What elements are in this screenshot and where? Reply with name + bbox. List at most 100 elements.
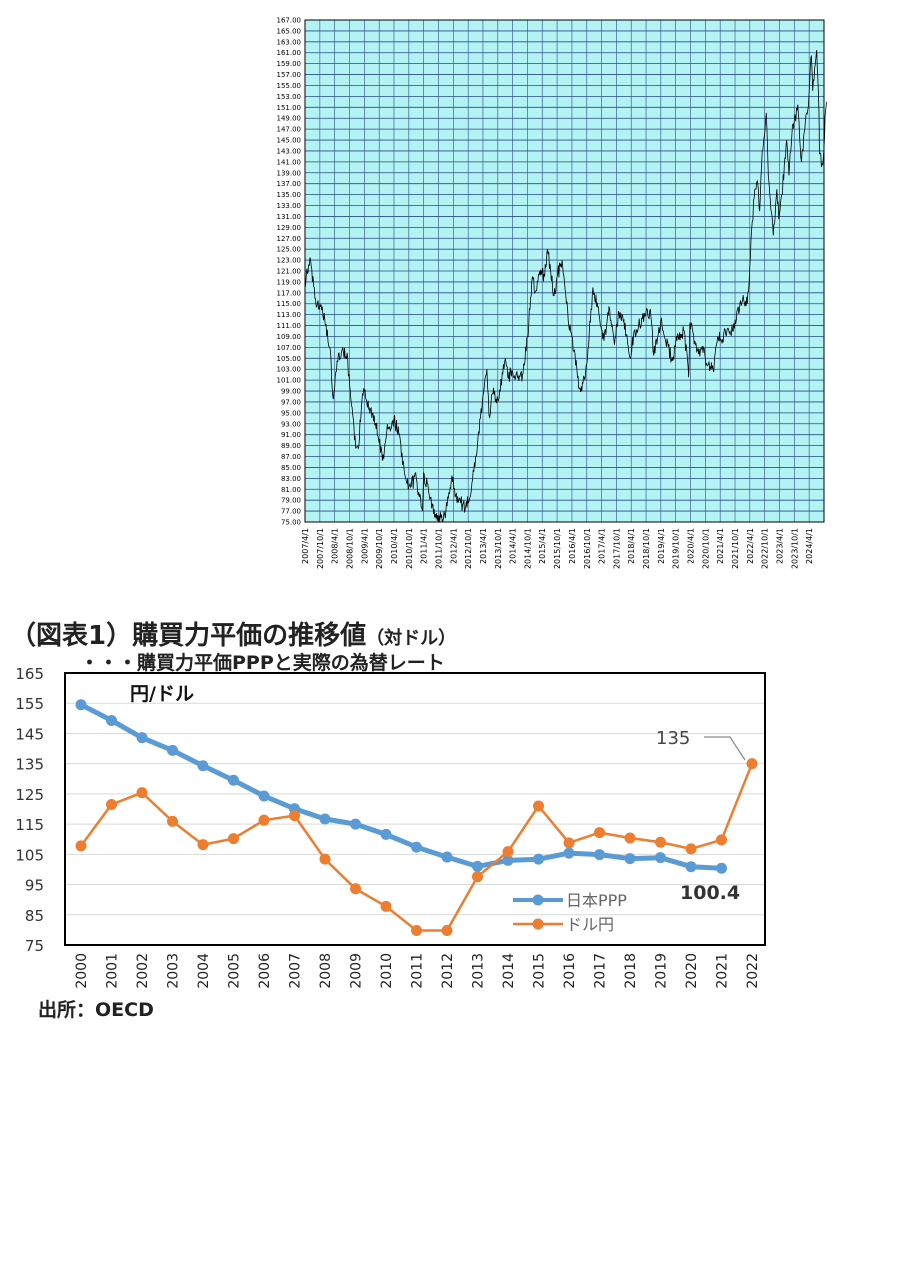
y-tick-label: 121.00 xyxy=(277,268,302,276)
usdjpy-point xyxy=(106,798,117,810)
ppp-point xyxy=(106,714,117,726)
x-tick-label: 2007/10/1 xyxy=(316,528,325,569)
x-tick-label: 2022 xyxy=(745,953,761,989)
ppp-point xyxy=(258,790,270,802)
x-tick-label: 2021 xyxy=(715,953,731,989)
y-tick-label: 101.00 xyxy=(277,377,302,385)
x-tick-label: 2001 xyxy=(105,953,121,989)
ppp-point xyxy=(441,851,453,863)
usdjpy-point xyxy=(624,832,636,844)
y-tick-label: 97.00 xyxy=(281,398,301,406)
y-tick-label: 109.00 xyxy=(277,333,302,341)
ppp-point xyxy=(350,818,361,830)
x-tick-label: 2016 xyxy=(562,953,578,989)
ppp-series-line xyxy=(79,702,722,871)
x-tick-label: 2014 xyxy=(501,953,517,989)
y-tick-label: 125.00 xyxy=(277,246,302,254)
ppp-point xyxy=(655,852,666,864)
ppp-last-value: 100.4 xyxy=(680,882,740,904)
y-tick-label: 105.00 xyxy=(277,355,302,363)
y-tick-label: 145 xyxy=(15,725,44,743)
y-tick-label: 99.00 xyxy=(281,388,301,396)
y-tick-label: 149.00 xyxy=(277,115,302,123)
y-tick-label: 151.00 xyxy=(277,104,302,112)
x-tick-label: 2017/4/1 xyxy=(598,528,607,564)
x-tick-label: 2023/4/1 xyxy=(775,528,784,564)
usdjpy-point xyxy=(258,814,270,826)
usdjpy-point xyxy=(685,843,697,855)
usdjpy-point xyxy=(75,840,87,852)
usdjpy-point xyxy=(502,846,514,858)
ppp-point xyxy=(75,699,87,711)
y-tick-label: 93.00 xyxy=(281,420,301,428)
x-tick-label: 2011/10/1 xyxy=(434,528,443,569)
ppp-point xyxy=(594,849,605,861)
y-tick-label: 165 xyxy=(15,665,44,683)
y-tick-label: 115.00 xyxy=(277,300,302,308)
x-tick-label: 2004 xyxy=(196,953,212,989)
x-tick-label: 2020/10/1 xyxy=(701,528,710,569)
ppp-point xyxy=(411,841,422,853)
y-tick-label: 95.00 xyxy=(281,409,301,417)
y-tick-label: 129.00 xyxy=(277,224,302,232)
y-tick-label: 137.00 xyxy=(277,180,302,188)
x-tick-label: 2019 xyxy=(654,953,670,989)
ppp-chart-subheading: ・・・購買力平価PPPと実際の為替レート xyxy=(80,652,445,674)
x-tick-label: 2010 xyxy=(379,953,395,989)
legend-label: ドル円 xyxy=(566,915,614,934)
x-tick-label: 2021/10/1 xyxy=(731,528,740,569)
x-tick-label: 2018/4/1 xyxy=(627,528,636,564)
y-tick-label: 89.00 xyxy=(281,442,301,450)
x-tick-label: 2016/4/1 xyxy=(568,528,577,564)
y-tick-label: 123.00 xyxy=(277,257,302,265)
y-tick-label: 79.00 xyxy=(281,497,301,505)
usdjpy-point xyxy=(197,839,209,851)
usdjpy-point xyxy=(289,810,300,822)
ppp-point xyxy=(319,813,331,825)
x-tick-label: 2018/10/1 xyxy=(642,528,651,569)
x-tick-label: 2006 xyxy=(257,953,273,989)
x-tick-label: 2022/10/1 xyxy=(761,528,770,569)
plot-border xyxy=(304,19,825,523)
x-tick-label: 2009 xyxy=(349,953,365,989)
y-tick-label: 75 xyxy=(25,937,44,955)
y-tick-label: 91.00 xyxy=(281,431,301,439)
x-tick-label: 2022/4/1 xyxy=(746,528,755,564)
ppp-point xyxy=(228,774,239,786)
y-tick-label: 119.00 xyxy=(277,278,302,286)
source-note: 出所：OECD xyxy=(38,999,154,1021)
y-tick-label: 145.00 xyxy=(277,137,302,145)
y-tick-label: 107.00 xyxy=(277,344,302,352)
y-tick-label: 77.00 xyxy=(281,508,301,516)
fx-rate-line xyxy=(304,49,827,523)
y-tick-label: 153.00 xyxy=(277,93,302,101)
x-tick-label: 2007/4/1 xyxy=(301,528,310,564)
ppp-point xyxy=(716,862,727,874)
y-tick-label: 105 xyxy=(15,846,44,864)
y-tick-label: 125 xyxy=(15,786,44,804)
legend-swatch-point xyxy=(532,894,544,906)
usdjpy-point xyxy=(655,836,666,848)
y-tick-label: 135 xyxy=(15,756,44,774)
x-tick-label: 2007 xyxy=(288,953,304,989)
ppp-point xyxy=(380,828,392,840)
x-tick-label: 2015 xyxy=(532,953,548,989)
usdjpy-point xyxy=(350,883,361,895)
x-tick-label: 2017/10/1 xyxy=(612,528,621,569)
x-tick-label: 2012 xyxy=(440,953,456,989)
y-tick-label: 161.00 xyxy=(277,49,302,57)
x-tick-label: 2008 xyxy=(318,953,334,989)
usdjpy-point xyxy=(746,758,758,770)
y-tick-label: 115 xyxy=(15,816,44,834)
x-tick-label: 2012/10/1 xyxy=(464,528,473,569)
x-tick-label: 2013 xyxy=(471,953,487,989)
x-tick-label: 2017 xyxy=(593,953,609,989)
x-tick-label: 2024/4/1 xyxy=(805,528,814,564)
x-tick-label: 2019/10/1 xyxy=(672,528,681,569)
x-tick-label: 2008/10/1 xyxy=(346,528,355,569)
usdjpy-point xyxy=(716,834,727,846)
x-tick-label: 2021/4/1 xyxy=(716,528,725,564)
y-tick-label: 167.00 xyxy=(277,17,302,25)
ppp-point xyxy=(472,860,483,872)
x-tick-label: 2014/10/1 xyxy=(523,528,532,569)
